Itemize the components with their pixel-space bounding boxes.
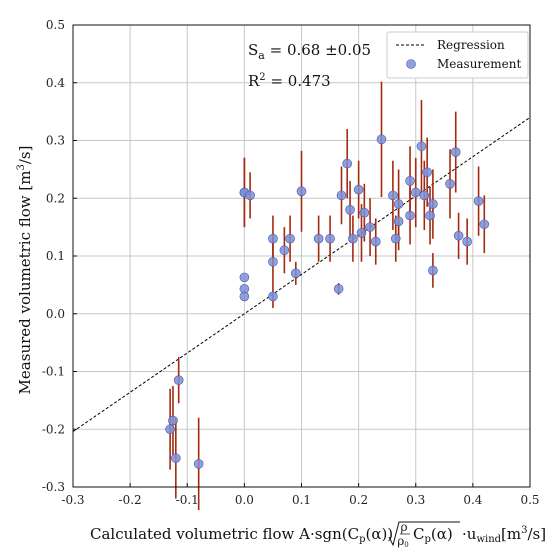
measurement-point (342, 158, 353, 169)
x-axis-title-right: ·uwind[m3/s] (462, 525, 546, 545)
measurement-point (333, 284, 344, 294)
legend: Regression Measurement (386, 31, 529, 79)
measurement-point (325, 233, 335, 244)
measurement-point (390, 233, 401, 244)
x-tick-label: 0.0 (235, 493, 254, 507)
y-axis-title: Measured volumetric flow [m3/s] (16, 146, 34, 395)
measurement-point (428, 199, 438, 209)
measurement-point (410, 187, 421, 198)
measurement-point (313, 233, 324, 244)
regression-layer (72, 116, 531, 432)
sqrt-denominator: ρ0 (397, 534, 409, 549)
x-tick-label: 0.4 (463, 493, 482, 507)
measurement-point (405, 210, 415, 221)
measurement-point (245, 190, 255, 201)
measurement-point (239, 291, 250, 302)
measurement-point (479, 219, 490, 230)
measurement-point (165, 424, 175, 435)
ticks: -0.3 -0.2 -0.1 0.0 0.1 0.2 0.3 0.4 0.5 -0.3 -0.2 -0… (42, 18, 540, 507)
y-tick-label: -0.1 (42, 365, 65, 379)
y-tick-label: -0.2 (42, 422, 65, 436)
y-tick-label: 0.2 (46, 191, 65, 205)
measurement-point (376, 134, 387, 145)
y-tick-label: 0.5 (46, 18, 65, 32)
measurement-point (356, 228, 367, 238)
measurement-point (428, 265, 438, 276)
measurement-point (425, 210, 435, 221)
measurement-point (345, 205, 355, 215)
measurement-point (450, 147, 461, 157)
measurement-point (370, 236, 381, 247)
measurement-point (268, 291, 278, 302)
y-tick-label: 0.3 (46, 134, 65, 148)
x-tick-label: 0.1 (292, 493, 311, 507)
x-tick-label: 0.3 (406, 493, 425, 507)
measurement-point (393, 216, 404, 227)
measurement-point (388, 190, 398, 201)
measurement-point (353, 184, 364, 195)
sqrt-symbol (388, 521, 460, 547)
measurement-point (473, 196, 484, 206)
measurement-point (296, 186, 307, 197)
legend-measurement-label: Measurement (437, 57, 521, 71)
x-axis-title: Calculated volumetric flow A·sgn(Cp(α)) … (90, 520, 546, 549)
x-tick-label: -0.3 (61, 493, 84, 507)
y-tick-label: 0.0 (46, 307, 65, 321)
legend-measurement-marker (406, 59, 416, 69)
measurement-point (268, 256, 278, 267)
y-tick-label: -0.3 (42, 480, 65, 494)
measurement-point (193, 459, 204, 469)
measurement-point (348, 233, 358, 244)
sqrt-tail: Cp(α) (413, 525, 453, 545)
measurement-point (453, 230, 464, 241)
y-tick-label: 0.4 (46, 76, 65, 90)
y-tick-label: 0.1 (46, 249, 65, 263)
x-tick-label: -0.1 (176, 493, 199, 507)
measurement-point (168, 415, 178, 426)
grid (72, 24, 531, 488)
measurement-point (445, 179, 455, 189)
measurement-point (365, 222, 375, 232)
x-tick-label: 0.2 (349, 493, 368, 507)
measurement-point (336, 190, 347, 201)
r2-annotation: R2 = 0.473 (248, 72, 331, 90)
measurement-point (462, 236, 472, 247)
measurement-point (173, 375, 184, 385)
measurement-point (290, 268, 301, 279)
measurement-point (405, 176, 415, 186)
legend-box (386, 31, 529, 79)
measurement-point (419, 190, 430, 201)
x-tick-label: -0.2 (119, 493, 142, 507)
measurement-point (393, 199, 404, 209)
sa-annotation: Sa = 0.68 ±0.05 (248, 41, 371, 62)
measurement-point (422, 167, 432, 178)
measurement-point (285, 233, 295, 244)
sqrt-numerator: ρ (400, 520, 407, 534)
measurement-point (416, 141, 427, 152)
legend-regression-label: Regression (437, 38, 505, 52)
measurement-point (268, 233, 278, 244)
measurement-point (279, 245, 290, 256)
points-layer (165, 81, 490, 511)
measurement-point (171, 453, 181, 463)
regression-line (72, 116, 531, 432)
x-axis-title-left: Calculated volumetric flow A·sgn(Cp(α)) (90, 525, 393, 545)
measurement-point (239, 272, 250, 283)
x-tick-label: 0.5 (520, 493, 539, 507)
measurement-point (359, 207, 370, 218)
